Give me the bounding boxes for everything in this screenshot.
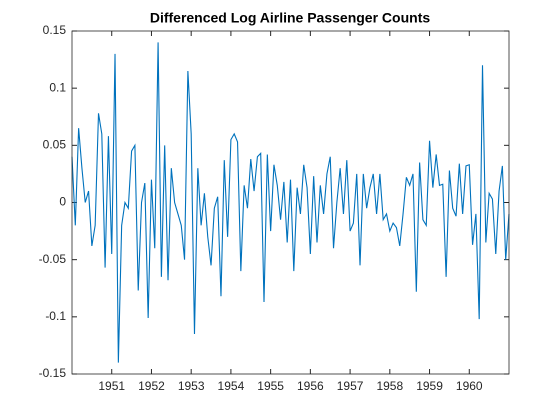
x-tick-label: 1955 (257, 379, 284, 393)
y-tick-label: -0.15 (39, 366, 67, 380)
y-tick-label: -0.1 (45, 309, 66, 323)
data-line (71, 42, 510, 363)
x-tick-label: 1954 (218, 379, 245, 393)
y-tick-label: 0.1 (49, 80, 66, 94)
chart-title: Differenced Log Airline Passenger Counts (150, 10, 431, 26)
y-tick-label: 0.05 (43, 138, 67, 152)
x-tick-label: 1952 (138, 379, 165, 393)
x-tick-label: 1958 (376, 379, 403, 393)
y-tick-label: -0.05 (39, 252, 67, 266)
x-tick-label: 1953 (178, 379, 205, 393)
x-tick-label: 1951 (98, 379, 125, 393)
x-tick-label: 1959 (416, 379, 443, 393)
x-tick-label: 1957 (337, 379, 364, 393)
x-tick-label: 1960 (456, 379, 483, 393)
x-tick-label: 1956 (297, 379, 324, 393)
y-tick-label: 0.15 (43, 23, 67, 37)
y-tick-label: 0 (59, 195, 66, 209)
axes-box (71, 30, 510, 375)
